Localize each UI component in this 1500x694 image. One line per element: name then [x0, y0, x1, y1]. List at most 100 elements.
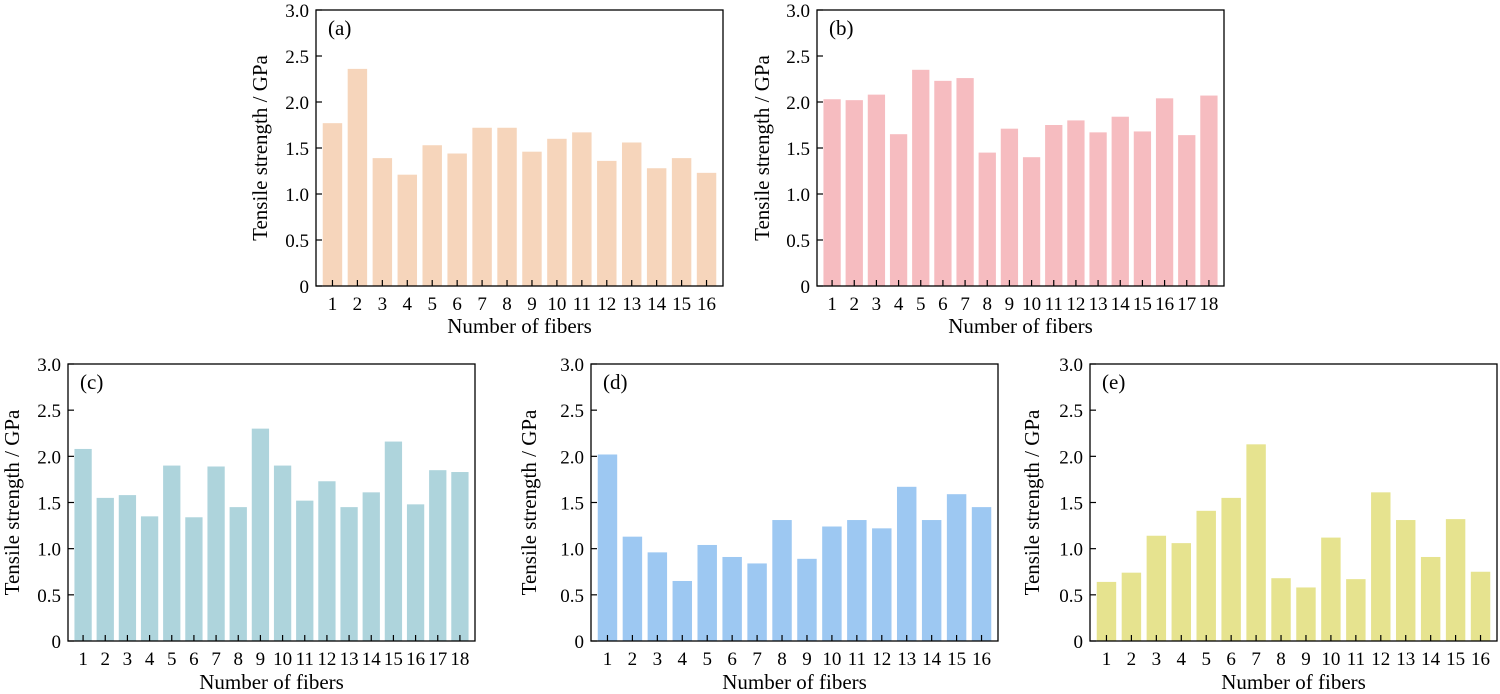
y-tick-label: 1.5 — [1059, 494, 1083, 515]
x-tick-label: 16 — [1155, 294, 1174, 315]
bar-2 — [1121, 572, 1142, 641]
x-tick-label: 14 — [1421, 649, 1441, 670]
bar-4 — [397, 174, 418, 286]
bar-15 — [384, 441, 403, 641]
y-tick-label: 2.5 — [786, 47, 810, 68]
x-tick-label: 10 — [1321, 649, 1340, 670]
x-tick-label: 12 — [317, 649, 336, 670]
x-tick-label: 2 — [353, 294, 363, 315]
y-tick-label: 1.5 — [37, 494, 61, 515]
y-tick-label: 0.5 — [285, 231, 309, 252]
x-tick-label: 10 — [1022, 294, 1041, 315]
x-tick-label: 8 — [234, 649, 244, 670]
bar-1 — [1096, 581, 1117, 641]
x-tick-label: 8 — [1276, 649, 1286, 670]
x-tick-label: 3 — [378, 294, 388, 315]
x-tick-label: 3 — [872, 294, 882, 315]
bar-9 — [251, 428, 270, 641]
x-tick-label: 12 — [872, 649, 891, 670]
x-tick-label: 1 — [328, 294, 338, 315]
y-tick-label: 3.0 — [1059, 355, 1083, 376]
x-tick-label: 1 — [603, 649, 613, 670]
x-tick-label: 1 — [1102, 649, 1112, 670]
x-tick-label: 13 — [897, 649, 916, 670]
bar-2 — [347, 68, 368, 286]
x-tick-label: 5 — [167, 649, 177, 670]
bar-1 — [322, 123, 343, 286]
bar-10 — [547, 138, 567, 286]
bar-2 — [845, 100, 863, 286]
x-tick-label: 4 — [403, 294, 413, 315]
x-tick-label: 6 — [1226, 649, 1236, 670]
y-tick-label: 3.0 — [37, 355, 61, 376]
bar-17 — [1178, 135, 1196, 286]
bar-3 — [1146, 535, 1167, 641]
y-tick-label: 3.0 — [786, 1, 810, 22]
x-tick-label: 4 — [678, 649, 688, 670]
x-tick-label: 5 — [702, 649, 712, 670]
x-tick-label: 5 — [1201, 649, 1211, 670]
chart-panel-d: 00.51.01.52.02.53.01 2 3 4 5 6 7 8 9 10 11 12 13 14 15… — [517, 355, 999, 694]
y-tick-label: 0.5 — [560, 586, 584, 607]
bar-6 — [1221, 497, 1241, 641]
x-tick-label: 3 — [1152, 649, 1162, 670]
y-tick-label: 1.5 — [560, 494, 584, 515]
x-tick-label: 5 — [916, 294, 926, 315]
x-tick-label: 6 — [727, 649, 737, 670]
x-tick-label: 15 — [1133, 294, 1152, 315]
bar-5 — [1196, 510, 1216, 641]
y-tick-label: 3.0 — [560, 355, 584, 376]
x-tick-label: 15 — [384, 649, 403, 670]
x-tick-label: 14 — [1111, 294, 1131, 315]
bar-10 — [1321, 537, 1341, 641]
bar-8 — [229, 507, 247, 641]
y-tick-label: 0.5 — [1059, 586, 1083, 607]
bar-18 — [451, 472, 469, 641]
x-tick-label: 10 — [273, 649, 292, 670]
x-tick-label: 15 — [947, 649, 966, 670]
bar-16 — [696, 172, 717, 286]
bar-14 — [1420, 556, 1441, 641]
y-axis-title: Tensile strength / GPa — [1020, 409, 1044, 595]
x-axis-title: Number of fibers — [948, 314, 1093, 338]
x-tick-label: 7 — [1251, 649, 1261, 670]
y-tick-label: 2.5 — [37, 401, 61, 422]
bar-15 — [1133, 131, 1152, 286]
y-tick-label: 0.5 — [786, 231, 810, 252]
bar-1 — [823, 99, 841, 287]
bar-2 — [622, 536, 643, 641]
x-tick-label: 4 — [145, 649, 155, 670]
bar-11 — [1346, 579, 1366, 641]
x-tick-label: 2 — [1127, 649, 1137, 670]
bar-1 — [74, 448, 92, 641]
x-tick-label: 9 — [1301, 649, 1311, 670]
chart-panel-b: 00.51.01.52.02.53.01 2 3 4 5 6 7 8 9 10 11 12 13 14 15… — [750, 1, 1225, 338]
y-tick-label: 2.0 — [786, 93, 810, 114]
bar-8 — [1271, 578, 1291, 641]
panel-label: (c) — [80, 370, 103, 394]
x-tick-label: 2 — [101, 649, 111, 670]
chart-panel-c: 00.51.01.52.02.53.01 2 3 4 5 6 7 8 9 10 11 12 13 14 15… — [0, 355, 476, 694]
y-tick-label: 0 — [1074, 632, 1084, 653]
bar-8 — [772, 520, 792, 641]
bar-7 — [472, 127, 492, 286]
panel-label: (e) — [1102, 370, 1125, 394]
x-tick-label: 9 — [802, 649, 812, 670]
x-axis-title: Number of fibers — [199, 670, 344, 694]
x-tick-label: 2 — [850, 294, 860, 315]
bar-14 — [921, 520, 942, 641]
x-tick-label: 6 — [938, 294, 948, 315]
x-tick-label: 9 — [527, 294, 537, 315]
x-tick-label: 4 — [894, 294, 904, 315]
y-tick-label: 2.5 — [1059, 401, 1083, 422]
bar-5 — [697, 544, 717, 641]
bar-6 — [722, 556, 742, 641]
bar-15 — [671, 158, 692, 286]
panel-label: (a) — [328, 16, 351, 40]
x-tick-label: 7 — [960, 294, 970, 315]
x-tick-label: 12 — [1371, 649, 1390, 670]
bar-9 — [797, 558, 817, 641]
x-tick-label: 3 — [123, 649, 133, 670]
chart-panel-e: 00.51.01.52.02.53.01 2 3 4 5 6 7 8 9 10 11 12 13 14 15… — [1020, 355, 1498, 694]
x-tick-label: 11 — [573, 294, 591, 315]
